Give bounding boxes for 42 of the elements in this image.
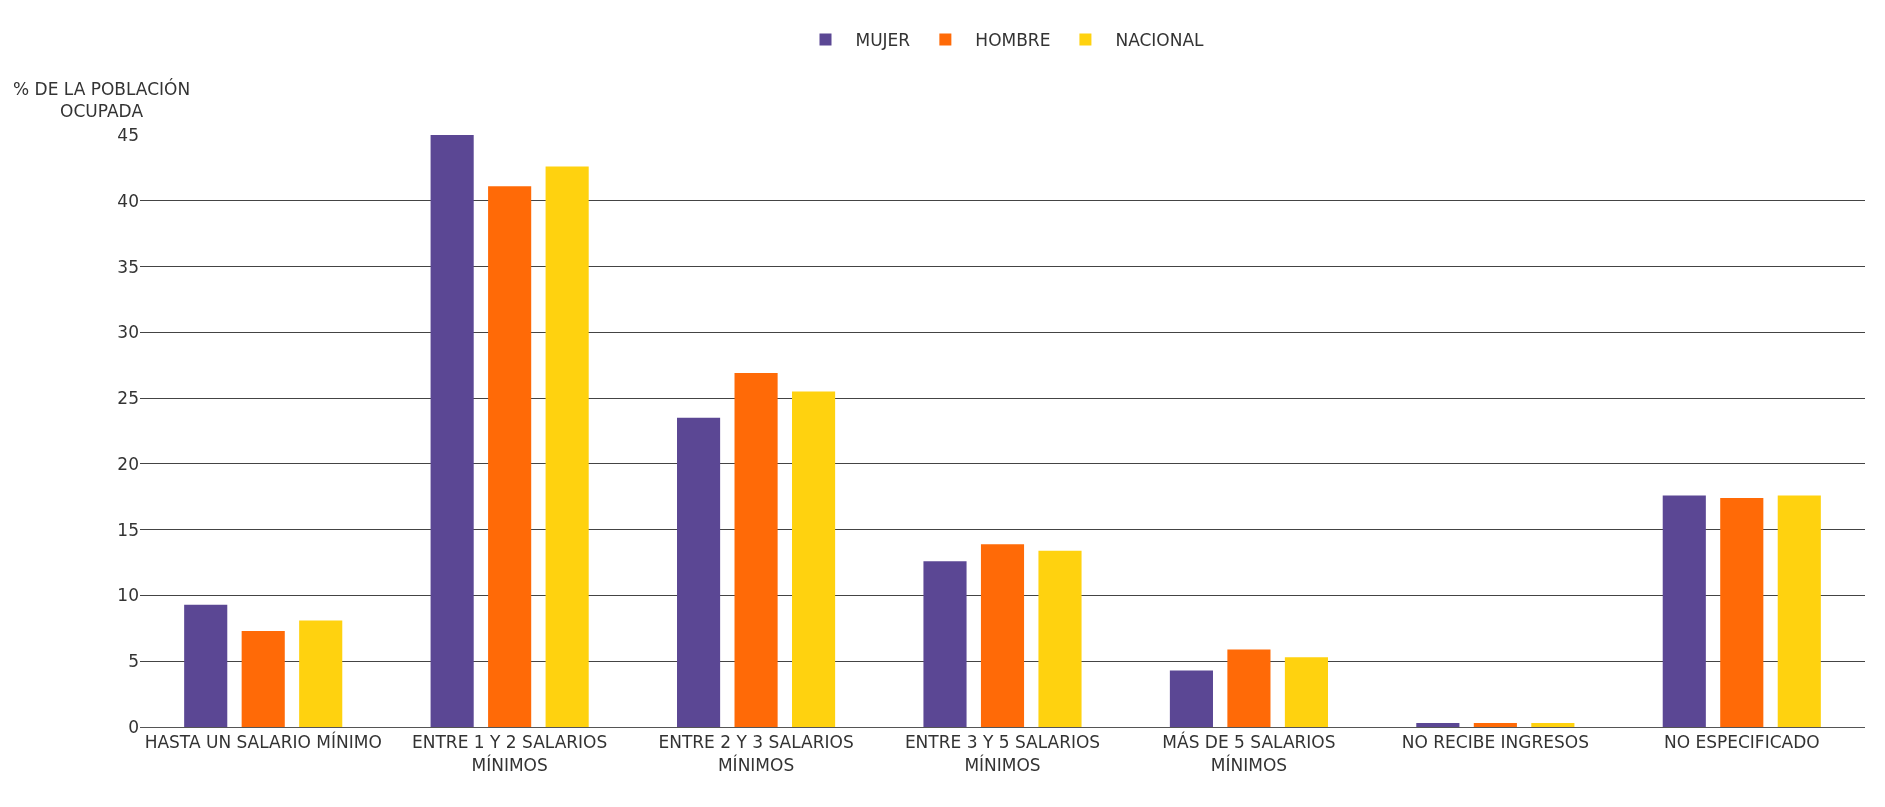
bar [677,417,721,727]
y-tick-label: 0 [128,716,139,737]
bar [1473,723,1517,727]
bar [241,630,285,727]
x-tick-label: ENTRE 2 Y 3 SALARIOS MÍNIMOS [658,732,854,775]
bar [923,561,967,727]
legend-label: HOMBRE [975,30,1051,51]
y-tick-label: 35 [117,256,139,277]
bar [1227,649,1271,727]
y-tick-label: 40 [117,190,139,211]
bar [1662,495,1706,727]
bar [545,166,589,727]
bar [1284,657,1328,727]
bar [980,544,1025,727]
bar [1169,670,1213,727]
x-tick-label: HASTA UN SALARIO MÍNIMO [144,731,382,753]
y-tick-label: 10 [117,585,139,606]
bar [1038,550,1082,727]
legend-label: MUJER [855,30,911,51]
x-tick-label: NO RECIBE INGRESOS [1401,732,1589,753]
x-tick-label: ENTRE 3 Y 5 SALARIOS MÍNIMOS [904,732,1101,775]
y-tick-label: 45 [117,124,139,145]
bar [488,186,532,727]
legend-label: NACIONAL [1115,30,1205,51]
bar [184,604,228,727]
y-tick-label: 30 [117,322,139,343]
x-tick-label: NO ESPECIFICADO [1663,732,1820,753]
y-axis-title: % DE LA POBLACIÓN OCUPADA [13,78,191,122]
bar [1531,723,1575,727]
bar [1416,723,1460,727]
y-tick-label: 15 [117,519,139,540]
x-tick-label: ENTRE 1 Y 2 SALARIOS MÍNIMOS [412,732,608,775]
x-tick-label: MÁS DE 5 SALARIOS MÍNIMOS [1162,731,1336,775]
bar [1777,495,1821,727]
bar [1720,498,1764,727]
bar [734,373,778,727]
bar [792,391,836,727]
y-tick-label: 20 [117,453,139,474]
y-tick-label: 25 [117,388,139,409]
bar [430,135,474,727]
y-tick-label: 5 [128,651,139,672]
bar [299,620,343,727]
